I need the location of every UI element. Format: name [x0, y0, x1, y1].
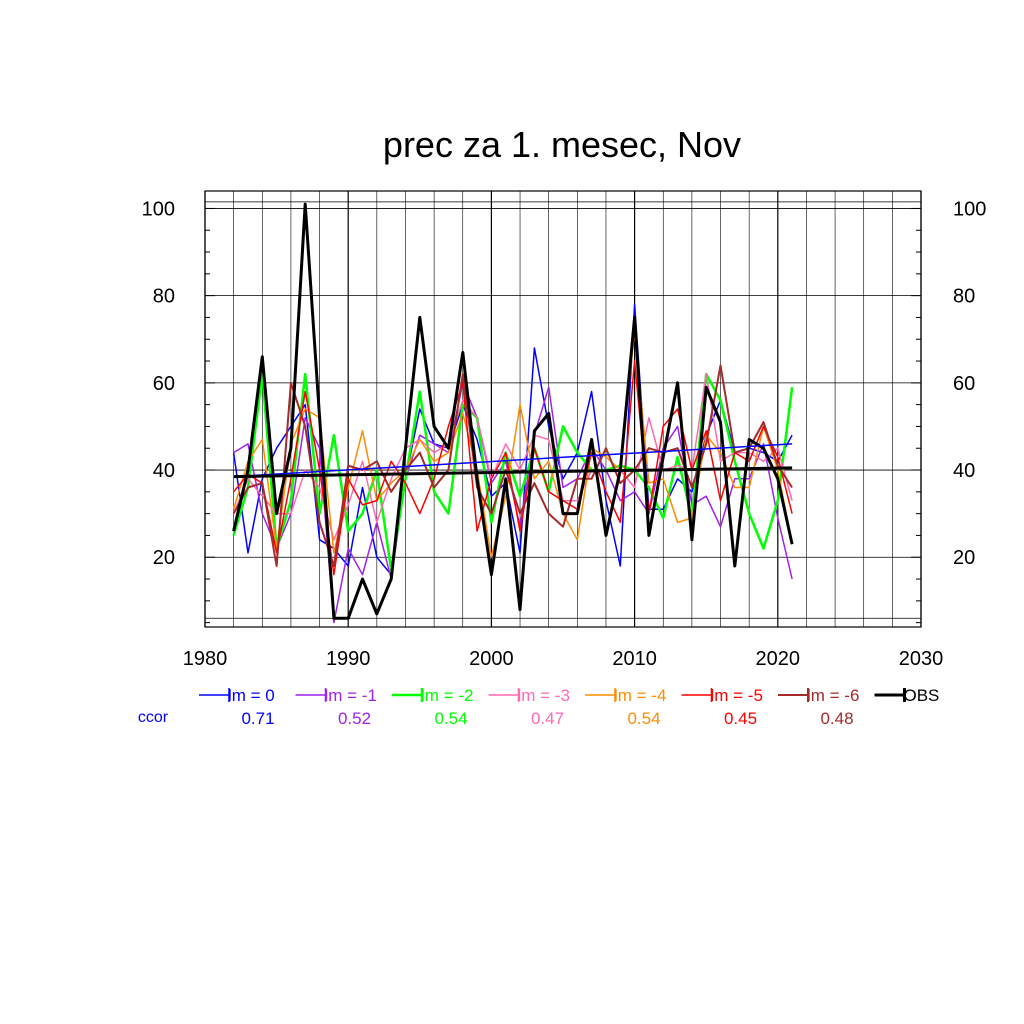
legend-label-3: lm = -3: [518, 686, 570, 705]
x-tick-label: 1990: [326, 648, 371, 670]
y-tick-label-right: 100: [953, 198, 986, 220]
y-tick-label-right: 40: [953, 460, 975, 482]
series-line-7: [232, 202, 794, 620]
ccor-value-6: 0.48: [820, 709, 853, 728]
x-tick-label: 2010: [612, 648, 657, 670]
trend-line-0: [233, 443, 793, 478]
y-tick-label-left: 80: [153, 286, 175, 308]
y-tick-label-left: 20: [153, 547, 175, 569]
legend-label-6: lm = -6: [807, 686, 859, 705]
ccor-value-0: 0.71: [241, 709, 274, 728]
series-lines: [232, 202, 794, 624]
x-tick-label: 2030: [899, 648, 944, 670]
x-tick-label: 2000: [469, 648, 514, 670]
grid: [204, 191, 922, 627]
legend: lm = 0 0.71 lm = -1 0.52 lm = -2 0.54 lm = -3 0…: [138, 686, 940, 728]
legend-label-1: lm = -1: [325, 686, 377, 705]
y-tick-label-left: 100: [142, 198, 175, 220]
y-tick-label-left: 60: [153, 373, 175, 395]
legend-label-0: lm = 0: [228, 686, 275, 705]
y-tick-label-right: 80: [953, 286, 975, 308]
chart-title: prec za 1. mesec, Nov: [383, 124, 741, 165]
plot-frame: [204, 190, 922, 628]
legend-label-2: lm = -2: [421, 686, 473, 705]
ccor-value-1: 0.52: [338, 709, 371, 728]
ccor-value-3: 0.47: [531, 709, 564, 728]
legend-label-5: lm = -5: [711, 686, 763, 705]
ccor-value-5: 0.45: [724, 709, 757, 728]
trend-line-7: [233, 466, 793, 479]
ccor-label: ccor: [138, 709, 169, 726]
y-tick-label-right: 60: [953, 373, 975, 395]
ccor-value-4: 0.54: [627, 709, 660, 728]
y-tick-label-right: 20: [953, 547, 975, 569]
y-tick-label-left: 40: [153, 460, 175, 482]
x-tick-label: 1980: [183, 648, 228, 670]
x-tick-label: 2020: [756, 648, 801, 670]
ccor-value-2: 0.54: [434, 709, 467, 728]
legend-label-4: lm = -4: [614, 686, 666, 705]
legend-label-7: OBS: [904, 686, 940, 705]
